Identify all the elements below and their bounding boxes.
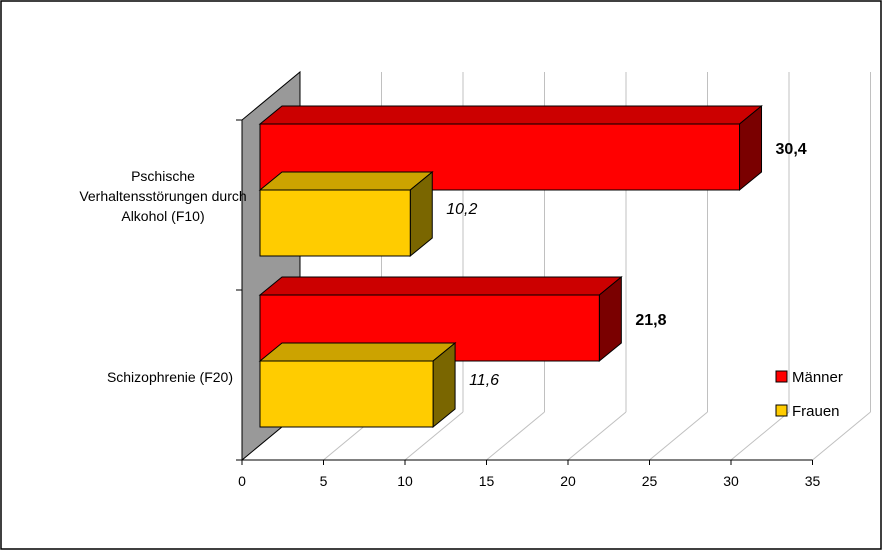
data-label: 21,8	[635, 312, 666, 329]
x-tick-label: 5	[320, 473, 328, 489]
category-label: Alkohol (F10)	[121, 208, 204, 224]
category-labels: Pschische Verhaltensstörungen durch Alkoho…	[79, 168, 246, 385]
x-tick-label: 15	[479, 473, 495, 489]
x-tick-label: 20	[560, 473, 576, 489]
bar-front	[259, 189, 411, 257]
category-label: Verhaltensstörungen durch	[79, 188, 246, 204]
x-tick-label: 25	[642, 473, 658, 489]
x-tick-label: 35	[805, 473, 821, 489]
bar	[258, 341, 457, 429]
grid-line-floor	[404, 411, 464, 461]
bar-top	[258, 342, 457, 362]
bar-top	[258, 171, 434, 191]
grid-line-floor	[649, 411, 708, 461]
axes: 0 5 10 15 20 25 30 35	[236, 119, 821, 489]
legend-label: Männer	[792, 369, 843, 386]
bars	[258, 104, 763, 429]
data-label: 10,2	[446, 201, 477, 218]
bar-front	[259, 360, 434, 428]
grid-line-floor	[486, 411, 545, 461]
data-label: 30,4	[776, 141, 807, 158]
bar-top	[258, 105, 763, 125]
category-label: Pschische	[131, 168, 195, 184]
x-tick-label: 30	[723, 473, 739, 489]
grid-line-floor	[812, 411, 871, 461]
category-label: Schizophrenie (F20)	[107, 369, 233, 385]
legend-label: Frauen	[792, 403, 840, 420]
grid-line-floor	[567, 411, 627, 461]
x-tick-label: 10	[397, 473, 413, 489]
grid-line-floor	[730, 411, 790, 461]
legend-swatch	[775, 370, 788, 383]
data-label: 11,6	[469, 372, 499, 389]
data-labels: 30,4 10,2 21,8 11,6	[446, 141, 807, 389]
bar	[258, 170, 434, 258]
legend: Männer Frauen	[775, 369, 843, 420]
x-tick-label: 0	[238, 473, 246, 489]
bar-top	[258, 276, 623, 296]
legend-swatch	[775, 404, 788, 417]
